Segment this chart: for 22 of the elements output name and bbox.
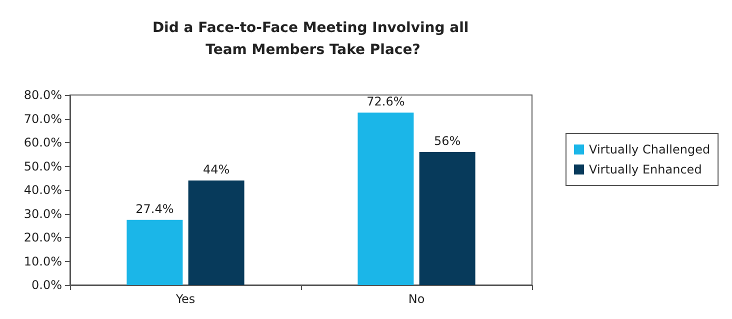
bar [188, 180, 244, 285]
y-tick-label: 50.0% [24, 159, 62, 174]
legend-label: Virtually Challenged [589, 142, 710, 156]
y-tick-label: 60.0% [24, 136, 62, 150]
chart-title: Did a Face-to-Face Meeting Involving all Team Members Take Place? [152, 20, 474, 58]
legend-label: Virtually Enhanced [589, 162, 702, 176]
data-label: 72.6% [366, 94, 405, 109]
bar [358, 112, 414, 285]
y-tick-label: 70.0% [24, 112, 62, 126]
bar [419, 152, 476, 285]
data-label: 44% [202, 162, 230, 176]
y-tick-label: 80.0% [24, 88, 62, 102]
data-label: 56% [434, 134, 461, 148]
y-tick-label: 30.0% [24, 206, 62, 221]
y-tick-label: 0.0% [32, 278, 62, 292]
bar [126, 220, 183, 285]
x-tick-label: Yes [174, 292, 196, 306]
y-tick-label: 20.0% [24, 230, 62, 244]
x-tick-label: No [408, 292, 425, 306]
y-tick-label: 10.0% [24, 254, 62, 268]
data-label: 27.4% [136, 202, 174, 216]
y-tick-label: 40.0% [24, 183, 62, 197]
